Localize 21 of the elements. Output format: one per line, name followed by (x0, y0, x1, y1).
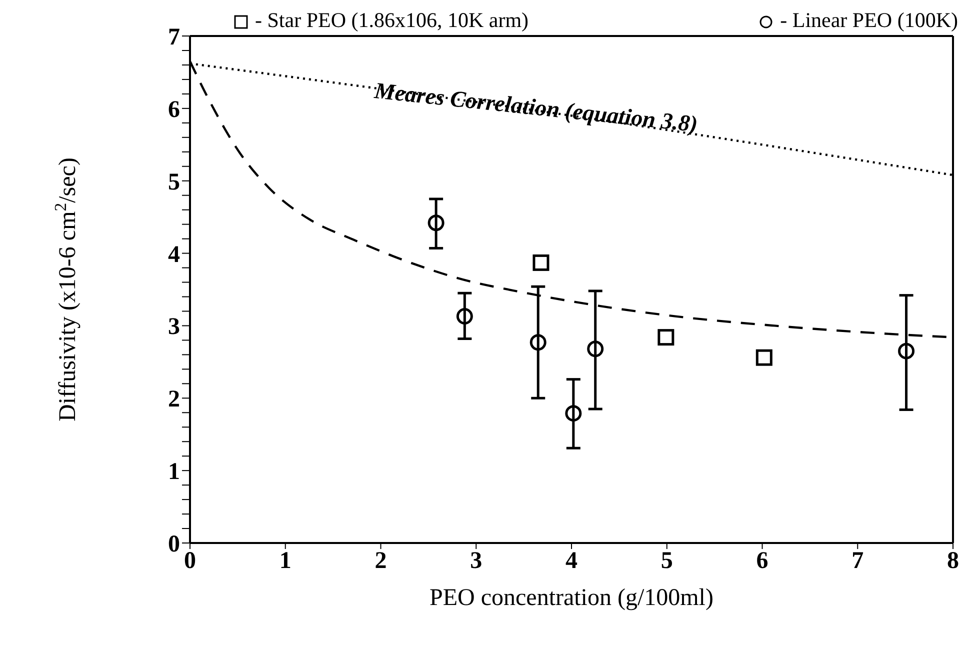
x-tick-label: 6 (756, 548, 768, 574)
x-tick-label: 7 (852, 548, 864, 574)
y-tick-label: 1 (168, 459, 180, 486)
x-tick-label: 2 (374, 548, 387, 574)
y-tick-label: 5 (168, 169, 180, 196)
x-tick-label: 1 (279, 548, 292, 574)
y-tick-label: 3 (168, 314, 180, 340)
y-tick-label: 7 (168, 24, 180, 51)
legend-label: - Star PEO (1.86x106, 10K arm) (254, 8, 529, 33)
x-tick-label: 8 (947, 548, 959, 574)
y-tick-label: 0 (168, 532, 180, 558)
y-tick-label: 2 (168, 386, 180, 413)
x-tick-label: 0 (184, 548, 196, 574)
annotation: Meares Correlation (equation 3.8) (373, 78, 699, 138)
x-tick-label: 5 (660, 548, 673, 574)
legend-label: - Linear PEO (100K) (779, 8, 958, 33)
x-tick-label: 4 (566, 548, 578, 574)
x-axis-title: PEO concentration (g/100ml) (430, 585, 714, 611)
y-tick-label: 6 (168, 96, 180, 123)
y-tick-label: 4 (168, 242, 180, 268)
x-tick-label: 3 (470, 548, 482, 574)
